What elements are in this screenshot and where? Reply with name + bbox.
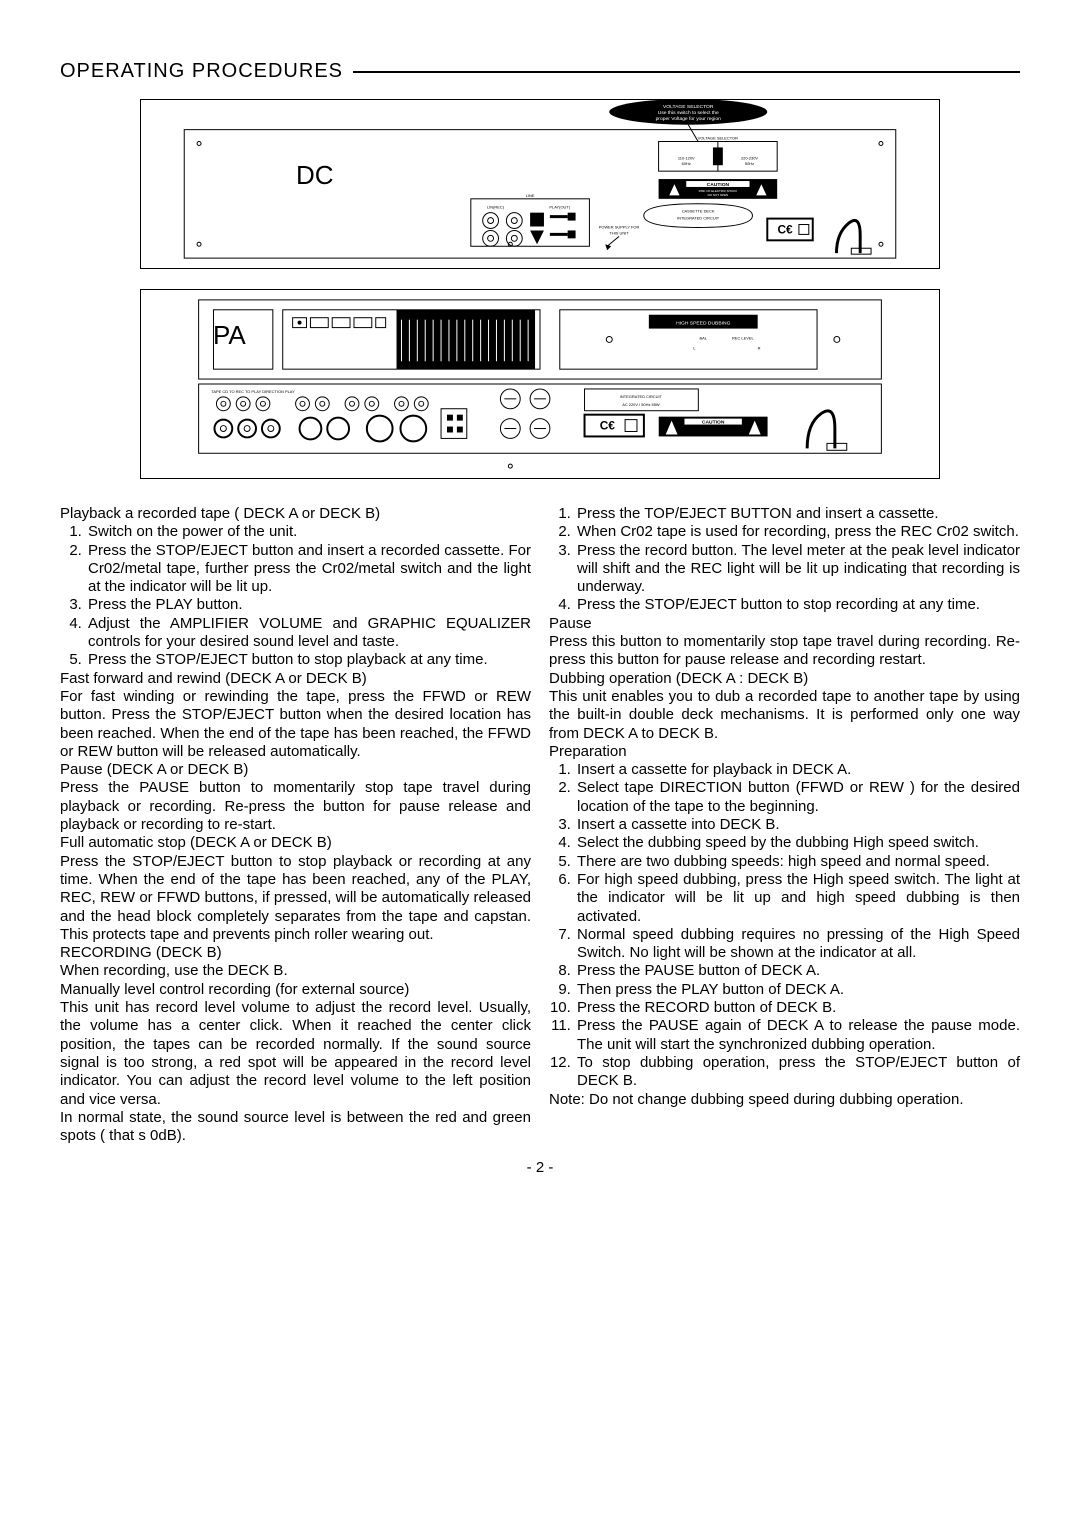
prep-12: To stop dubbing operation, press the STO…: [575, 1054, 1020, 1091]
pb-step-4: Adjust the AMPLIFIER VOLUME and GRAPHIC …: [86, 615, 531, 652]
hispeed: HIGH SPEED DUBBING: [676, 321, 730, 327]
paL: L: [693, 345, 696, 350]
pw2: THIS UNIT: [609, 230, 629, 235]
ff-body: For fast winding or rewinding the tape, …: [60, 688, 531, 761]
prep-steps: Insert a cassette for playback in DECK A…: [549, 761, 1020, 1090]
int2: AC 220V / 50Hz 55W: [622, 402, 660, 407]
dub-body: This unit enables you to dub a recorded …: [549, 688, 1020, 743]
playback-steps: Switch on the power of the unit. Press t…: [60, 523, 531, 669]
dub-note: Note: Do not change dubbing speed during…: [549, 1091, 1020, 1109]
cass1: CASSETTE DECK: [682, 209, 715, 214]
body-columns: Playback a recorded tape ( DECK A or DEC…: [60, 505, 1020, 1145]
heading-rule: [353, 71, 1020, 73]
prep-4: Select the dubbing speed by the dubbing …: [575, 834, 1020, 852]
rec-step-4: Press the STOP/EJECT button to stop reco…: [575, 596, 1020, 614]
reclvl: REC LEVEL: [732, 335, 754, 340]
pb-step-5: Press the STOP/EJECT button to stop play…: [86, 651, 531, 669]
v220hz: 50Hz: [745, 161, 754, 166]
rec-title: RECORDING (DECK B): [60, 944, 531, 962]
v110hz: 60Hz: [682, 161, 691, 166]
dc-svg: VOLTAGE SELECTOR Use this switch to sele…: [141, 100, 939, 268]
prep-6: For high speed dubbing, press the High s…: [575, 871, 1020, 926]
tape-row: TAPE CD TO REC TO PLAY DIRECTION PLAY: [211, 389, 295, 394]
rec-body-c: This unit has record level volume to adj…: [60, 999, 531, 1109]
prep-5: There are two dubbing speeds: high speed…: [575, 853, 1020, 871]
svg-text:CAUTION: CAUTION: [702, 420, 725, 426]
playback-title: Playback a recorded tape ( DECK A or DEC…: [60, 505, 531, 523]
rec-steps-left: Press the TOP/EJECT BUTTON and insert a …: [549, 505, 1020, 523]
vs-label: VOLTAGE SELECTOR: [698, 136, 738, 141]
cass2: INTEGRATED CIRCUIT: [677, 216, 720, 221]
page-number: - 2 -: [60, 1159, 1020, 1176]
prep-8: Press the PAUSE button of DECK A.: [575, 962, 1020, 980]
int1: INTEGRATED CIRCUIT: [620, 394, 663, 399]
caution2: DO NOT OPEN: [708, 193, 729, 197]
voltage-bubble-2: Use this switch to select the: [658, 110, 719, 116]
diagrams: DC VOLTAGE SELECTOR Use this switch to s…: [140, 99, 940, 479]
auto-title: Full automatic stop (DECK A or DECK B): [60, 834, 531, 852]
rec-step-3: Press the record button. The level meter…: [575, 542, 1020, 597]
prep-3: Insert a cassette into DECK B.: [575, 816, 1020, 834]
dub-title: Dubbing operation (DECK A : DECK B): [549, 670, 1020, 688]
auto-body: Press the STOP/EJECT button to stop play…: [60, 853, 531, 944]
linrec: LIN(REC): [487, 205, 505, 210]
diagram-pa: PA: [140, 289, 940, 479]
heading-row: OPERATING PROCEDURES: [60, 60, 1020, 83]
playout: PLAY(OUT): [549, 205, 570, 210]
rec-body-b: Manually level control recording (for ex…: [60, 981, 531, 999]
page-heading: OPERATING PROCEDURES: [60, 60, 353, 83]
v220: 220-230V: [741, 155, 758, 160]
pause-body: Press the PAUSE button to momentarily st…: [60, 779, 531, 834]
pb-step-2: Press the STOP/EJECT button and insert a…: [86, 542, 531, 597]
v110: 110-120V: [678, 155, 695, 160]
pause2-body: Press this button to momentarily stop ta…: [549, 633, 1020, 670]
pw1: POWER SUPPLY FOR: [599, 224, 640, 229]
line: LINE: [526, 193, 535, 198]
pb-step-1: Switch on the power of the unit.: [86, 523, 531, 541]
rec-step-1: Press the TOP/EJECT BUTTON and insert a …: [575, 505, 1020, 523]
bal: BAL: [700, 335, 708, 340]
ce-mark: C€: [778, 222, 794, 236]
prep-9: Then press the PLAY button of DECK A.: [575, 981, 1020, 999]
rec-body-a: When recording, use the DECK B.: [60, 962, 531, 980]
caution: CAUTION: [707, 182, 730, 188]
prep-1: Insert a cassette for playback in DECK A…: [575, 761, 1020, 779]
pause-title: Pause (DECK A or DECK B): [60, 761, 531, 779]
pa-svg: HIGH SPEED DUBBING BAL REC LEVEL L R TAP…: [141, 290, 939, 478]
ff-title: Fast forward and rewind (DECK A or DECK …: [60, 670, 531, 688]
pause2-title: Pause: [549, 615, 1020, 633]
diagram-dc: DC VOLTAGE SELECTOR Use this switch to s…: [140, 99, 940, 269]
paR: R: [758, 345, 761, 350]
prep-11: Press the PAUSE again of DECK A to relea…: [575, 1017, 1020, 1054]
voltage-bubble-1: VOLTAGE SELECTOR: [663, 104, 714, 110]
prep-2: Select tape DIRECTION button (FFWD or RE…: [575, 779, 1020, 816]
ce2: C€: [600, 419, 616, 433]
rec-step-2: When Cr02 tape is used for recording, pr…: [575, 523, 1020, 541]
pb-step-3: Press the PLAY button.: [86, 596, 531, 614]
voltage-bubble-3: proper Voltage for your region: [656, 116, 722, 122]
rec-body-d: In normal state, the sound source level …: [60, 1109, 531, 1146]
prep-7: Normal speed dubbing requires no pressin…: [575, 926, 1020, 963]
prep-title: Preparation: [549, 743, 1020, 761]
prep-10: Press the RECORD button of DECK B.: [575, 999, 1020, 1017]
rec-steps-right: When Cr02 tape is used for recording, pr…: [549, 523, 1020, 614]
